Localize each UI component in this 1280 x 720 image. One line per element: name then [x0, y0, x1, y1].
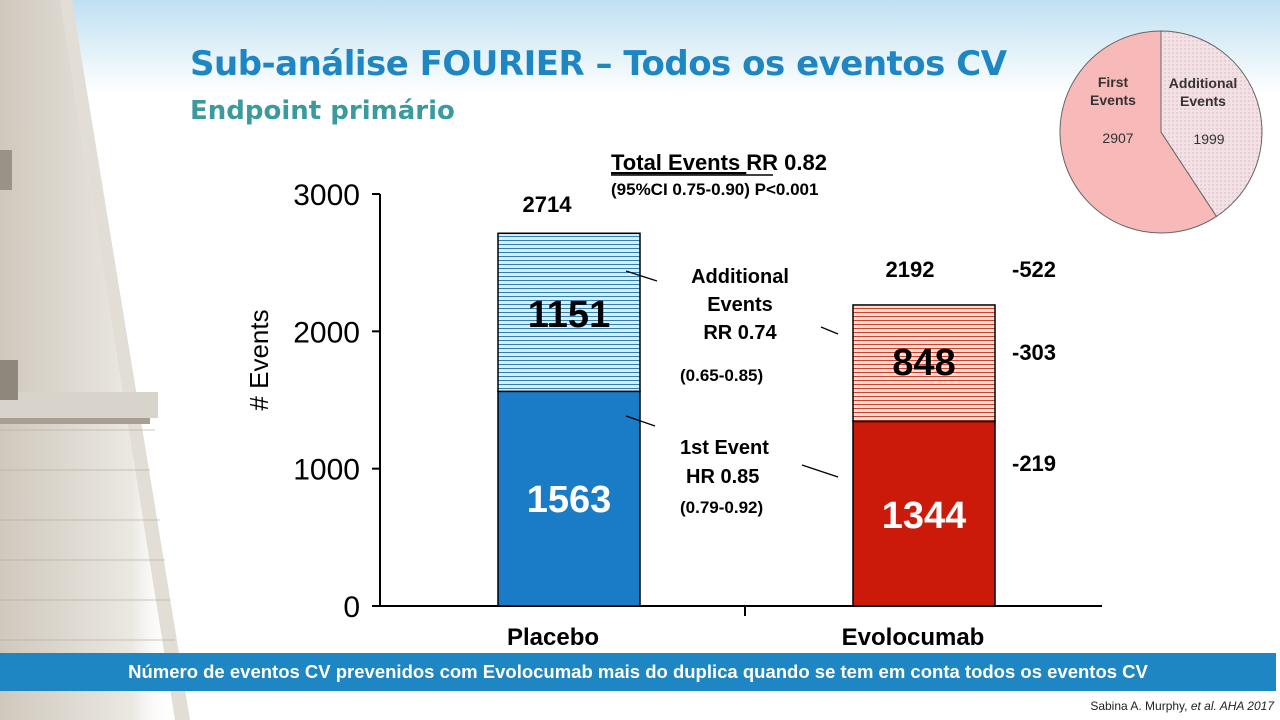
- pie-value-first: 2907: [1102, 130, 1133, 146]
- placebo-additional-value: 1151: [528, 294, 610, 336]
- additional-events-label-line3: RR 0.74: [703, 322, 777, 344]
- conclusion-text: Número de eventos CV prevenidos com Evol…: [128, 661, 1148, 682]
- additional-events-label-line1: Additional: [691, 266, 789, 288]
- pie-label-first-line1: First: [1098, 74, 1129, 90]
- first-event-label-line2: HR 0.85: [686, 466, 759, 488]
- total-events-header-underlined: Total Events: [611, 150, 746, 175]
- placebo-total-label: 2714: [523, 192, 573, 217]
- difference-additional: -303: [1012, 340, 1056, 365]
- placebo-first-event-bar: [497, 390, 641, 607]
- additional-events-label-line2: Events: [707, 294, 773, 316]
- additional-events-ci: (0.65-0.85): [680, 366, 763, 385]
- first-event-ci: (0.79-0.92): [680, 498, 763, 517]
- total-events-header-rr: RR 0.82: [746, 150, 827, 175]
- citation: Sabina A. Murphy, et al. AHA 2017: [1090, 699, 1274, 713]
- y-axis-label: # Events: [244, 309, 274, 410]
- pie-value-additional: 1999: [1193, 131, 1224, 147]
- total-events-ci: (95%CI 0.75-0.90) P<0.001: [611, 180, 818, 199]
- evolocumab-first-event-bar: [852, 420, 996, 607]
- y-tick-label: 2000: [293, 316, 360, 349]
- pie-label-first-line2: Events: [1090, 92, 1136, 108]
- additional-events-leader-right: [820, 326, 839, 335]
- placebo-additional-events-bar: [497, 232, 641, 393]
- y-tick-label: 1000: [293, 454, 360, 487]
- citation-author: Sabina A. Murphy,: [1090, 699, 1188, 713]
- first-event-leader-left: [625, 415, 656, 427]
- x-category-evolocumab: Evolocumab: [842, 624, 985, 651]
- evolocumab-additional-events-bar: [852, 304, 996, 423]
- pie-slice-additional-events: [1160, 30, 1263, 218]
- building-image: [0, 0, 175, 720]
- y-tick-label: 3000: [293, 179, 360, 212]
- y-tick-label: 0: [343, 591, 360, 624]
- additional-events-leader-left: [625, 270, 658, 282]
- evolocumab-first-value: 1344: [882, 495, 967, 537]
- evolocumab-additional-value: 848: [892, 342, 955, 384]
- total-events-header: Total Events RR 0.82: [611, 150, 827, 175]
- x-category-placebo: Placebo: [507, 624, 599, 651]
- slide-subtitle: Endpoint primário: [190, 96, 455, 126]
- pie-slice-first-events: [1059, 30, 1218, 234]
- evolocumab-total-label: 2192: [886, 257, 935, 282]
- difference-first: -219: [1012, 451, 1056, 476]
- slide-title: Sub-análise FOURIER – Todos os eventos C…: [190, 44, 1007, 84]
- conclusion-banner: Número de eventos CV prevenidos com Evol…: [0, 653, 1276, 691]
- placebo-first-value: 1563: [527, 479, 612, 521]
- citation-source: et al. AHA 2017: [1190, 699, 1274, 713]
- first-event-leader-right: [801, 464, 839, 478]
- difference-total: -522: [1012, 257, 1056, 282]
- first-event-label-line1: 1st Event: [680, 437, 769, 459]
- pie-label-additional-line2: Events: [1180, 93, 1226, 109]
- pie-label-additional-line1: Additional: [1169, 75, 1237, 91]
